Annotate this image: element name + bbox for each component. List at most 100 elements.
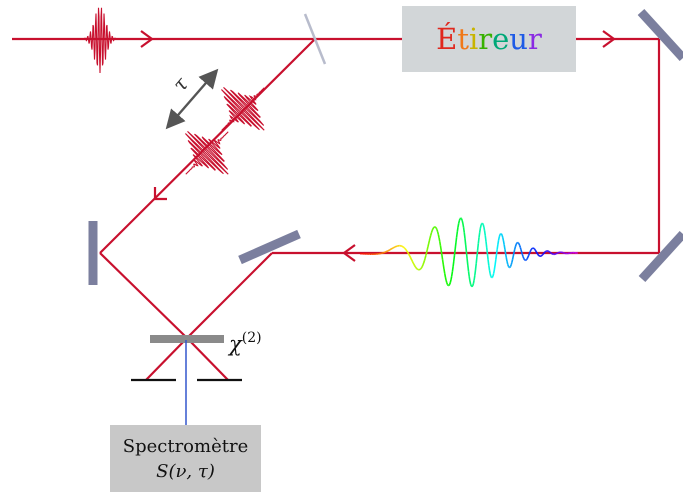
crystal-label: χ(2) <box>227 330 262 356</box>
chirped-pulse-segment <box>446 282 449 285</box>
chirped-pulse-segment <box>422 260 426 264</box>
crystal-output-right <box>186 337 229 381</box>
chirped-pulse-segment <box>533 247 535 250</box>
chirped-pulse-segment <box>518 244 522 248</box>
chirped-pulse-segment <box>511 255 515 260</box>
chirped-pulse-segment <box>504 248 507 254</box>
chirped-pulse-segment <box>453 248 456 256</box>
chirped-pulse-segment <box>455 231 459 238</box>
chirped-pulse-segment <box>497 236 501 241</box>
chirped-pulse-segment <box>506 261 509 265</box>
chirped-pulse-segment <box>405 249 408 252</box>
chirped-pulse-segment <box>453 255 456 262</box>
chirped-pulse-segment <box>443 273 447 278</box>
chirped-pulse-segment <box>467 264 470 272</box>
chirped-pulse-segment <box>408 255 412 258</box>
input-pulse <box>78 7 122 74</box>
chirped-pulse-segment <box>485 241 488 248</box>
chirped-pulse-segment <box>413 263 416 266</box>
chirped-pulse-segment <box>516 241 519 244</box>
chirped-pulse-segment <box>414 266 417 269</box>
chirped-pulse-segment <box>529 249 532 253</box>
arrow-input <box>140 30 154 48</box>
chirped-pulse-segment <box>450 276 453 280</box>
chirped-pulse-segment <box>422 262 425 266</box>
chirped-pulse-segment <box>436 231 440 235</box>
chirped-pulse-segment <box>479 224 482 229</box>
pulse-waveform <box>185 131 229 175</box>
chirped-pulse-segment <box>420 267 423 270</box>
chirped-pulse-segment <box>492 273 495 277</box>
stretcher-letter: i <box>469 22 478 56</box>
chirped-pulse-segment <box>471 283 475 287</box>
chirped-pulse-segment <box>523 259 526 261</box>
chirped-pulse-segment <box>404 248 407 251</box>
chirped-pulse-segment <box>520 251 524 255</box>
chirped-pulse-segment <box>410 258 413 261</box>
chirped-pulse-segment <box>483 226 486 232</box>
chirped-pulse-segment <box>425 252 428 256</box>
spectrometer-formula-s: S <box>156 461 168 482</box>
stretcher-box <box>402 6 576 72</box>
chirped-pulse-segment <box>451 266 454 272</box>
chirped-pulse-segment <box>440 250 443 256</box>
chirped-pulse-segment <box>441 254 444 260</box>
chirped-pulse-segment <box>478 228 482 233</box>
chirped-pulse-segment <box>483 230 487 236</box>
pulse-waveform <box>221 87 265 131</box>
chirped-pulse-segment <box>534 249 537 252</box>
chirped-pulse-segment <box>411 261 414 264</box>
chirped-pulse-segment <box>515 242 518 245</box>
chirped-pulse-segment <box>502 237 505 242</box>
chirped-pulse-segment <box>474 263 477 271</box>
chirped-pulse-segment <box>432 226 435 229</box>
chirped-pulse-segment <box>490 276 493 279</box>
chirped-pulse-segment <box>530 247 533 250</box>
stretcher-label: Étireur <box>436 21 542 56</box>
delay-label: τ <box>167 72 193 97</box>
chirped-pulse-segment <box>459 217 462 220</box>
chirped-pulse-segment <box>411 259 414 262</box>
chirped-pulse-segment <box>437 234 440 239</box>
mirror-bottom-right <box>638 230 683 283</box>
chirped-pulse-segment <box>480 223 483 226</box>
chirped-pulse-segment <box>449 279 452 283</box>
chirped-pulse-segment <box>464 244 468 252</box>
chirped-pulse-segment <box>413 265 416 268</box>
chirped-pulse-segment <box>428 237 431 242</box>
chirped-pulse-segment <box>438 237 441 242</box>
arrow-diagonal <box>153 187 167 201</box>
chirped-pulse-segment <box>415 267 418 270</box>
chirped-pulse-segment <box>488 269 491 275</box>
beam-splitter <box>303 13 327 65</box>
chirped-pulse-segment <box>474 269 477 276</box>
chirped-pulse-segment <box>402 246 405 249</box>
spectrometer-formula: S(ν, τ) <box>156 461 215 482</box>
chirped-pulse-segment <box>403 247 406 249</box>
laser-beam-paths <box>12 37 661 381</box>
chirped-pulse-segment <box>443 268 446 274</box>
chirped-pulse-segment <box>502 240 505 245</box>
chirped-pulse-segment <box>458 218 461 221</box>
chirped-pulse-segment <box>420 266 424 269</box>
chirped-pulse-segment <box>492 269 496 274</box>
chirped-pulse-segment <box>523 258 526 261</box>
chirped-pulse-segment <box>461 220 464 224</box>
chirped-pulse-segment <box>537 254 540 257</box>
chirped-pulse-segment <box>488 265 491 271</box>
chirped-pulse-segment <box>425 249 428 254</box>
chirped-pulse-segment <box>446 284 449 286</box>
beam-to-crystal-left <box>99 252 188 339</box>
chirped-pulse-segment <box>481 222 484 225</box>
chirped-pulse-segment <box>407 252 410 255</box>
chirped-pulse-segment <box>441 259 445 265</box>
chirped-pulse-segment <box>423 258 426 262</box>
chirped-pulse-segment <box>412 262 415 265</box>
chirped-pulse-segment <box>450 271 454 277</box>
chirped-pulse-segment <box>526 256 529 259</box>
chirped-pulse-segment <box>495 249 498 255</box>
chirped-pulse-segment <box>513 246 517 250</box>
arrow-after-stretcher <box>602 30 616 48</box>
replica-pulse-lower <box>185 131 229 175</box>
